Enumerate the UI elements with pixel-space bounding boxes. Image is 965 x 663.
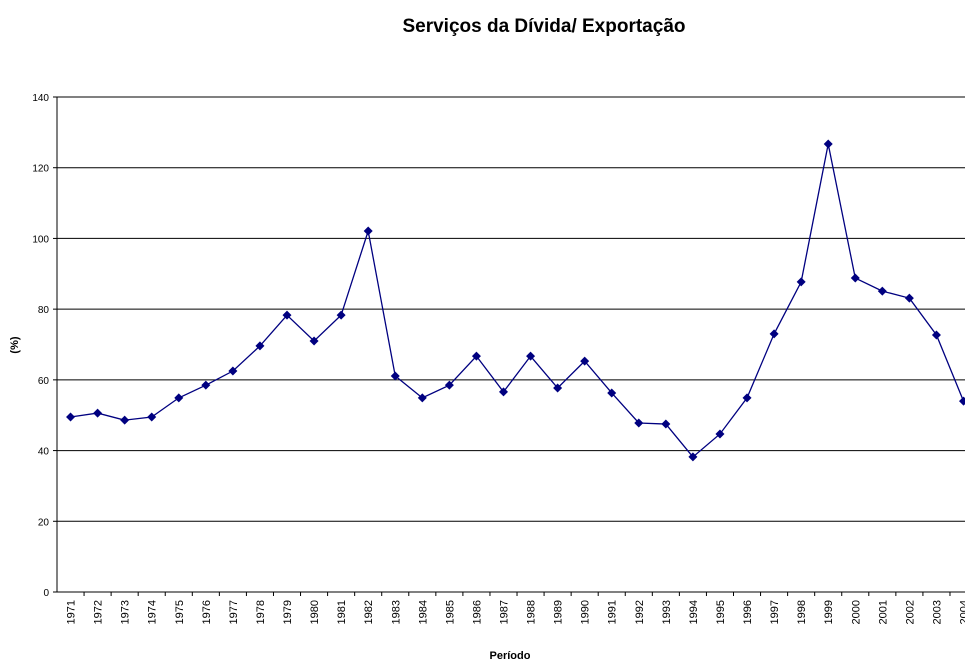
marker [769,329,779,339]
marker [255,341,265,351]
y-tick-label: 80 [38,305,50,316]
marker [959,396,965,406]
x-tick-label: 2002 [904,600,916,624]
marker [471,351,481,361]
marker [228,366,238,376]
x-tick-label: 1987 [498,600,510,624]
marker [931,330,941,340]
marker [904,293,914,303]
x-tick-label: 2001 [877,600,889,624]
marker [174,393,184,403]
x-tick-label: 1973 [120,600,132,624]
x-tick-label: 2004 [959,600,965,624]
x-tick-label: 2000 [850,600,862,624]
y-axis-label: (%) [9,336,21,353]
marker [877,286,887,296]
marker [282,310,292,320]
x-tick-label: 1992 [634,600,646,624]
y-tick-label: 140 [32,93,49,104]
marker [120,415,130,425]
x-tick-label: 1997 [769,600,781,624]
x-tick-label: 1983 [390,600,402,624]
x-tick-label: 1998 [796,600,808,624]
marker [715,429,725,439]
x-tick-label: 1982 [363,600,375,624]
x-tick-label: 1978 [255,600,267,624]
marker [742,393,752,403]
x-tick-label: 1974 [147,600,159,624]
chart-title: Serviços da Dívida/ Exportação [402,16,685,37]
x-tick-label: 1984 [417,600,429,624]
marker [147,412,157,422]
x-tick-label: 1971 [66,600,78,624]
marker [580,356,590,366]
marker [66,412,76,422]
marker [444,380,454,390]
marker [201,380,211,390]
x-tick-label: 1977 [228,600,240,624]
x-tick-label: 1985 [444,600,456,624]
marker [688,452,698,462]
x-tick-label: 1988 [526,600,538,624]
y-tick-label: 0 [43,588,49,599]
x-tick-label: 1991 [607,600,619,624]
y-tick-label: 100 [32,234,49,245]
x-tick-label: 1990 [580,600,592,624]
x-tick-label: 1981 [336,600,348,624]
x-tick-label: 1986 [471,600,483,624]
marker [417,393,427,403]
marker [336,310,346,320]
marker [553,383,563,393]
marker [526,351,536,361]
marker [796,277,806,287]
y-tick-label: 60 [38,376,50,387]
x-tick-label: 1995 [715,600,727,624]
marker [309,336,319,346]
y-tick-label: 40 [38,447,50,458]
marker [661,419,671,429]
marker [363,226,373,236]
x-tick-label: 1976 [201,600,213,624]
x-tick-label: 1980 [309,600,321,624]
marker [498,387,508,397]
x-tick-label: 1996 [742,600,754,624]
x-tick-label: 1989 [553,600,565,624]
x-tick-label: 1979 [282,600,294,624]
x-tick-label: 1975 [174,600,186,624]
x-tick-label: 1993 [661,600,673,624]
x-axis-label: Período [490,650,531,662]
marker [634,418,644,428]
marker [850,273,860,283]
x-tick-label: 2003 [931,600,943,624]
x-tick-label: 1994 [688,600,700,624]
marker [607,388,617,398]
series-line [70,143,965,458]
y-tick-label: 120 [32,164,49,175]
marker [390,371,400,381]
marker [93,408,103,418]
x-tick-label: 1999 [823,600,835,624]
marker [823,139,833,149]
y-tick-label: 20 [38,517,50,528]
x-tick-label: 1972 [93,600,105,624]
